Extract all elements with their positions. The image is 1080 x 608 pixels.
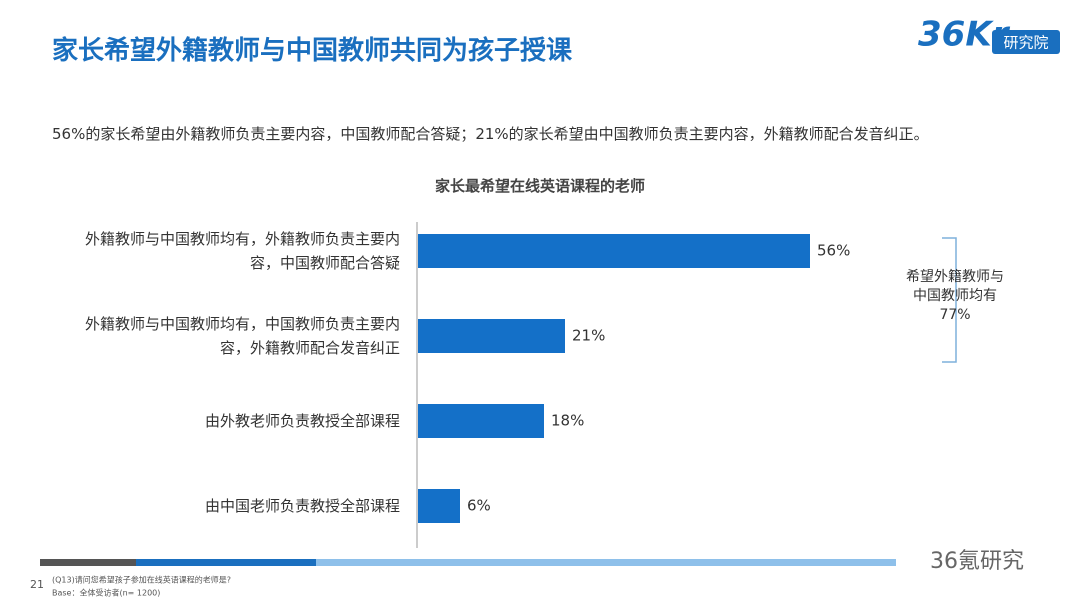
footer-bar: [40, 559, 136, 566]
annotation: 希望外籍教师与: [906, 268, 1004, 285]
chart-title: 家长最希望在线英语课程的老师: [434, 177, 645, 195]
logo-badge: 研究院: [1003, 34, 1048, 52]
category-label: 由中国老师负责教授全部课程: [204, 497, 400, 515]
value-label: 18%: [551, 412, 584, 430]
footer-bar: [316, 559, 896, 566]
value-label: 21%: [572, 327, 605, 345]
logo-badge-bg: [992, 30, 1060, 54]
footnote: (Q13)请问您希望孩子参加在线英语课程的老师是?: [52, 575, 231, 585]
subtitle: 56%的家长希望由外籍教师负责主要内容，中国教师配合答疑；21%的家长希望由中国…: [52, 125, 929, 143]
bar: [418, 319, 565, 353]
category-label: 由外教老师负责教授全部课程: [204, 412, 400, 430]
bar: [418, 234, 810, 268]
title: 家长希望外籍教师与中国教师共同为孩子授课: [52, 36, 573, 66]
page-number: 21: [30, 578, 44, 591]
bar: [418, 489, 460, 523]
footnote: Base：全体受访者(n= 1200): [52, 588, 160, 598]
category-label: 外籍教师与中国教师均有，中国教师负责主要内容，外籍教师配合发音纠正: [84, 315, 400, 357]
annotation: 中国教师均有: [913, 288, 997, 304]
bracket: [942, 237, 957, 363]
annotation: 77%: [939, 307, 970, 323]
value-label: 56%: [817, 242, 850, 260]
value-label: 6%: [467, 497, 491, 515]
category-label: 外籍教师与中国教师均有，外籍教师负责主要内容，中国教师配合答疑: [84, 230, 400, 272]
bar: [418, 404, 544, 438]
footer-bar: [136, 559, 316, 566]
watermark: 36氪研究: [930, 549, 1024, 574]
